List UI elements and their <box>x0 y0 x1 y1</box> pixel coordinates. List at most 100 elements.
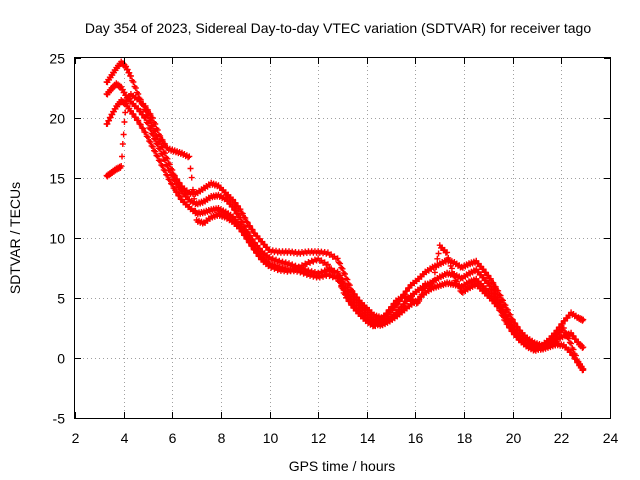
data-point <box>568 340 575 347</box>
data-point <box>127 73 134 79</box>
data-point <box>124 66 131 73</box>
ticks-layer <box>75 58 611 419</box>
data-point <box>579 317 586 324</box>
data-point <box>565 335 572 342</box>
data-point <box>160 156 167 163</box>
data-point <box>254 250 261 257</box>
x-tick-label: 6 <box>169 430 177 446</box>
data-point <box>482 269 489 276</box>
data-point <box>497 308 504 315</box>
data-point <box>563 330 570 337</box>
data-point <box>485 272 492 279</box>
data-point <box>429 283 436 289</box>
data-point <box>192 207 199 214</box>
data-point <box>144 120 151 127</box>
data-point <box>106 117 113 124</box>
data-point <box>502 317 509 324</box>
data-point <box>151 135 158 142</box>
data-point <box>153 140 160 147</box>
data-points-layer <box>103 58 587 374</box>
data-point <box>152 121 159 127</box>
data-point <box>151 147 158 154</box>
data-point <box>384 310 391 317</box>
data-point <box>570 333 577 339</box>
y-tick-label: -5 <box>53 411 66 427</box>
data-point <box>237 206 244 213</box>
data-point <box>140 125 147 132</box>
data-point <box>504 321 511 328</box>
data-point <box>155 157 162 164</box>
data-point <box>187 165 194 172</box>
x-tick-label: 4 <box>121 430 129 446</box>
data-point <box>490 287 497 293</box>
data-point <box>435 250 442 257</box>
data-point <box>130 111 137 117</box>
data-point <box>487 283 494 289</box>
data-point <box>149 131 156 138</box>
data-point <box>159 151 166 158</box>
data-point <box>121 119 128 125</box>
data-point <box>120 131 127 138</box>
data-point <box>159 163 166 169</box>
data-point <box>119 141 126 147</box>
data-point <box>166 177 173 183</box>
data-point <box>344 295 351 301</box>
data-point <box>339 265 346 272</box>
y-tick-labels: -5 0 5 10 15 20 25 <box>49 51 65 427</box>
x-tick-label: 22 <box>554 430 570 446</box>
data-point <box>492 283 499 290</box>
data-point <box>570 346 577 353</box>
x-tick-label: 12 <box>311 430 327 446</box>
data-point <box>335 259 342 266</box>
data-point <box>452 277 459 284</box>
data-point <box>557 324 564 331</box>
data-point <box>132 85 139 91</box>
data-point <box>507 325 514 331</box>
x-tick-label: 24 <box>603 430 619 446</box>
y-tick-label: 0 <box>57 351 65 367</box>
data-point <box>334 273 341 280</box>
data-point <box>146 138 153 145</box>
data-point <box>512 320 519 327</box>
data-point <box>164 172 171 179</box>
data-point <box>237 225 244 232</box>
data-point <box>144 107 151 113</box>
data-point <box>500 313 506 319</box>
data-point <box>379 316 386 323</box>
data-point <box>157 146 164 153</box>
data-point <box>456 283 463 290</box>
data-point <box>566 339 573 346</box>
data-point <box>149 115 156 121</box>
data-point <box>154 127 161 133</box>
data-point <box>142 129 149 136</box>
data-point <box>237 214 244 221</box>
data-point <box>140 111 147 118</box>
data-point <box>572 336 579 343</box>
data-point <box>495 287 502 294</box>
data-point <box>247 223 254 229</box>
data-point <box>169 181 176 188</box>
data-point <box>122 109 129 116</box>
data-point <box>153 152 160 159</box>
data-point <box>338 264 345 271</box>
data-point <box>495 303 502 310</box>
data-point <box>434 255 441 262</box>
data-point <box>147 139 154 145</box>
data-point <box>159 137 166 143</box>
data-point <box>428 284 435 291</box>
data-point <box>147 126 154 133</box>
data-point <box>337 260 344 267</box>
data-point <box>161 157 168 164</box>
data-point <box>161 167 168 174</box>
data-point <box>446 257 453 264</box>
y-tick-label: 25 <box>49 51 65 67</box>
data-point <box>234 203 241 209</box>
data-point <box>230 203 237 210</box>
data-point <box>152 148 159 155</box>
data-point <box>562 329 569 336</box>
y-axis-label: SDTVAR / TECUs <box>7 182 23 294</box>
data-point <box>382 313 389 320</box>
data-point <box>448 265 455 272</box>
data-point <box>580 344 587 351</box>
data-point <box>455 282 462 289</box>
